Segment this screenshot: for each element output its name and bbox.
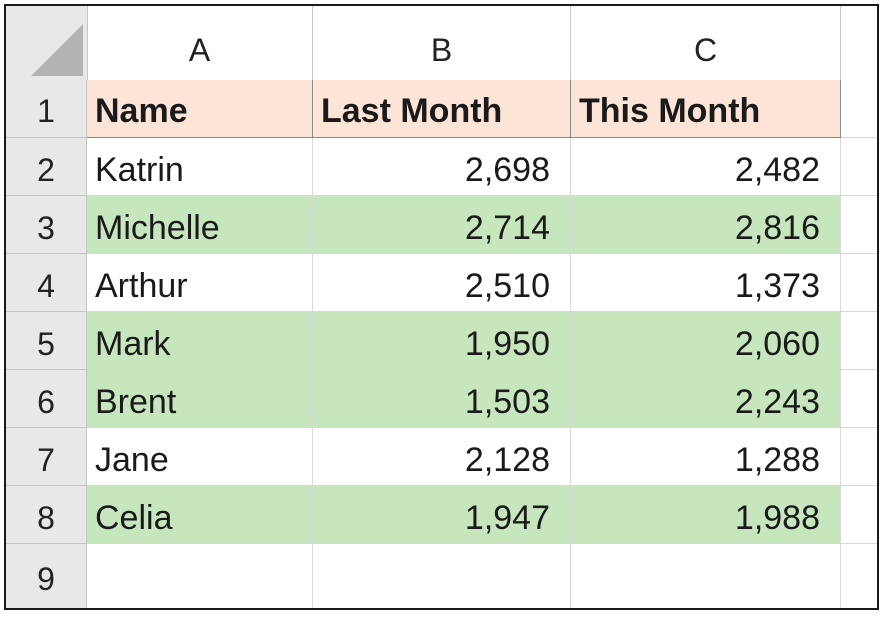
cell-a1-name-header[interactable]: Name: [87, 80, 313, 138]
row-header-6[interactable]: 6: [6, 370, 87, 428]
cell-b3[interactable]: 2,714: [313, 196, 571, 254]
select-all-triangle-icon: [31, 24, 83, 76]
cell-b9[interactable]: [313, 544, 571, 608]
cell-d8[interactable]: [841, 486, 877, 544]
spreadsheet-frame: A B C 1 Name Last Month This Month 2 Kat…: [4, 4, 879, 610]
cell-a7[interactable]: Jane: [87, 428, 313, 486]
cell-c2[interactable]: 2,482: [571, 138, 841, 196]
cell-b8[interactable]: 1,947: [313, 486, 571, 544]
cell-b1-last-month-header[interactable]: Last Month: [313, 80, 571, 138]
cell-c6[interactable]: 2,243: [571, 370, 841, 428]
cell-a8[interactable]: Celia: [87, 486, 313, 544]
column-header-a[interactable]: A: [87, 6, 313, 80]
cell-b2[interactable]: 2,698: [313, 138, 571, 196]
cell-a2[interactable]: Katrin: [87, 138, 313, 196]
cell-d2[interactable]: [841, 138, 877, 196]
cell-d4[interactable]: [841, 254, 877, 312]
cell-c4[interactable]: 1,373: [571, 254, 841, 312]
row-header-5[interactable]: 5: [6, 312, 87, 370]
cell-c7[interactable]: 1,288: [571, 428, 841, 486]
cell-a6[interactable]: Brent: [87, 370, 313, 428]
select-all-corner[interactable]: [6, 6, 88, 80]
cell-a3[interactable]: Michelle: [87, 196, 313, 254]
cell-a9[interactable]: [87, 544, 313, 608]
row-header-1[interactable]: 1: [6, 80, 87, 138]
cell-b7[interactable]: 2,128: [313, 428, 571, 486]
column-header-b[interactable]: B: [313, 6, 571, 80]
cell-c3[interactable]: 2,816: [571, 196, 841, 254]
cell-c9[interactable]: [571, 544, 841, 608]
column-header-d[interactable]: [841, 6, 877, 80]
cell-b4[interactable]: 2,510: [313, 254, 571, 312]
cell-c5[interactable]: 2,060: [571, 312, 841, 370]
cell-a4[interactable]: Arthur: [87, 254, 313, 312]
cell-b5[interactable]: 1,950: [313, 312, 571, 370]
cell-d3[interactable]: [841, 196, 877, 254]
row-header-8[interactable]: 8: [6, 486, 87, 544]
row-header-4[interactable]: 4: [6, 254, 87, 312]
row-header-9[interactable]: 9: [6, 544, 87, 608]
cell-c8[interactable]: 1,988: [571, 486, 841, 544]
cell-d1[interactable]: [841, 80, 877, 138]
cell-d6[interactable]: [841, 370, 877, 428]
row-header-7[interactable]: 7: [6, 428, 87, 486]
row-header-3[interactable]: 3: [6, 196, 87, 254]
cell-d5[interactable]: [841, 312, 877, 370]
cell-d7[interactable]: [841, 428, 877, 486]
row-header-2[interactable]: 2: [6, 138, 87, 196]
cell-a5[interactable]: Mark: [87, 312, 313, 370]
cell-c1-this-month-header[interactable]: This Month: [571, 80, 841, 138]
column-header-c[interactable]: C: [571, 6, 841, 80]
cell-b6[interactable]: 1,503: [313, 370, 571, 428]
cell-d9[interactable]: [841, 544, 877, 608]
